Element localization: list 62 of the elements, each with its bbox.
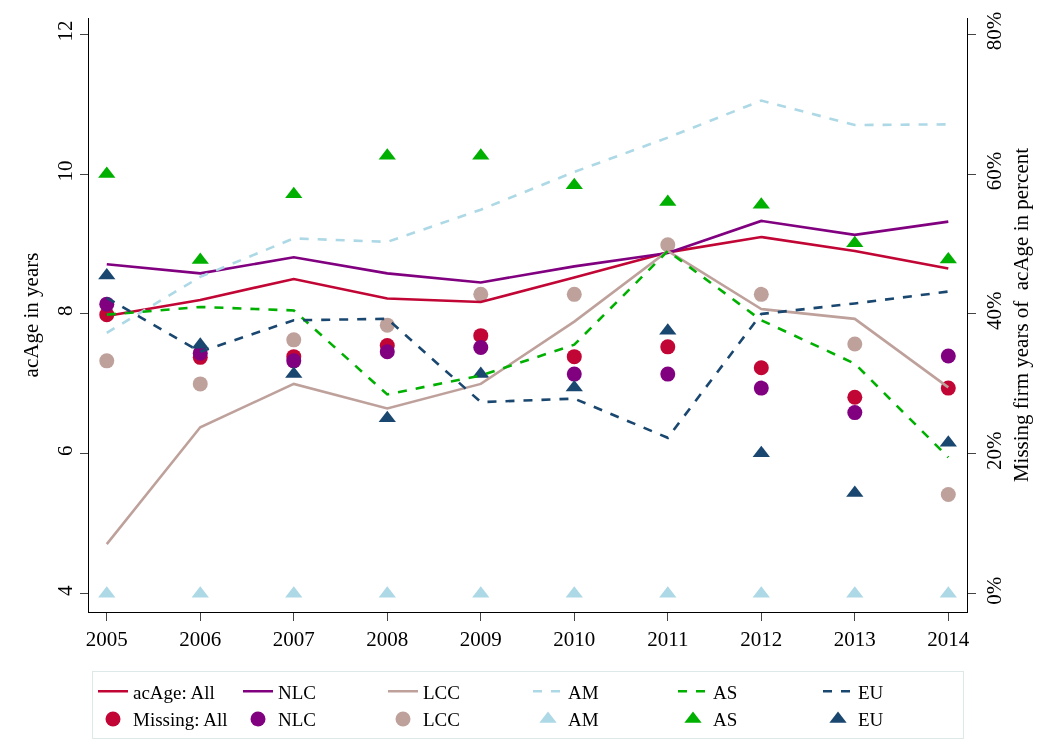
x-tick-label: 2005 <box>85 627 128 652</box>
y2-axis-title: Missing firm years of acAge in percent <box>1009 147 1034 483</box>
point <box>285 186 303 199</box>
x-tick-label: 2008 <box>366 627 409 652</box>
x-tick-label: 2012 <box>740 627 783 652</box>
point <box>565 379 583 392</box>
legend-label: AM <box>568 681 599 703</box>
legend-label: LCC <box>423 681 460 703</box>
point <box>99 353 115 369</box>
point <box>473 340 489 356</box>
point <box>98 267 116 280</box>
point <box>379 317 395 333</box>
point <box>753 360 769 376</box>
point <box>379 344 395 360</box>
x-tick-label: 2013 <box>833 627 876 652</box>
point <box>566 286 582 302</box>
point <box>566 349 582 365</box>
x-tick-label: 2006 <box>179 627 222 652</box>
point <box>846 235 864 248</box>
legend-label: EU <box>858 709 884 731</box>
x-tick-label: 2010 <box>553 627 596 652</box>
point <box>753 286 769 302</box>
legend-label: Missing: All <box>133 709 228 731</box>
legend-label: EU <box>858 681 884 703</box>
point <box>192 376 208 392</box>
point <box>286 332 302 348</box>
point <box>939 251 957 264</box>
point <box>660 237 676 253</box>
point <box>753 380 769 396</box>
y2-tick-label: 60% <box>982 151 1007 191</box>
y2-tick-label: 20% <box>982 431 1007 470</box>
legend-label: NLC <box>278 681 316 703</box>
point <box>660 366 676 382</box>
y-tick-label: 8 <box>52 305 77 317</box>
y-tick-label: 10 <box>52 160 77 182</box>
y-axis-title: acAge in years <box>18 252 43 378</box>
legend-label: AS <box>713 681 738 703</box>
x-tick-label: 2009 <box>459 627 502 652</box>
y-tick-label: 6 <box>52 445 77 456</box>
point <box>473 286 489 302</box>
y2-tick-label: 40% <box>982 291 1007 331</box>
legend-label: AM <box>568 709 599 731</box>
y-tick-label: 12 <box>52 20 77 42</box>
legend-label: LCC <box>423 709 460 731</box>
point <box>847 336 863 352</box>
legend-label: NLC <box>278 709 316 731</box>
point <box>847 389 863 405</box>
x-tick-label: 2014 <box>927 627 970 652</box>
line-series <box>105 219 950 284</box>
x-tick-label: 2007 <box>272 627 315 652</box>
point <box>940 348 956 364</box>
y2-tick-label: 0% <box>982 576 1007 605</box>
x-tick-label: 2011 <box>647 627 689 652</box>
y-tick-label: 4 <box>52 584 77 596</box>
point <box>566 366 582 382</box>
point <box>940 486 956 502</box>
legend-label: acAge: All <box>133 681 215 703</box>
point <box>660 339 676 355</box>
legend-label: AS <box>713 709 738 731</box>
point <box>847 405 863 421</box>
y2-tick-label: 80% <box>982 11 1007 51</box>
point <box>286 353 302 369</box>
